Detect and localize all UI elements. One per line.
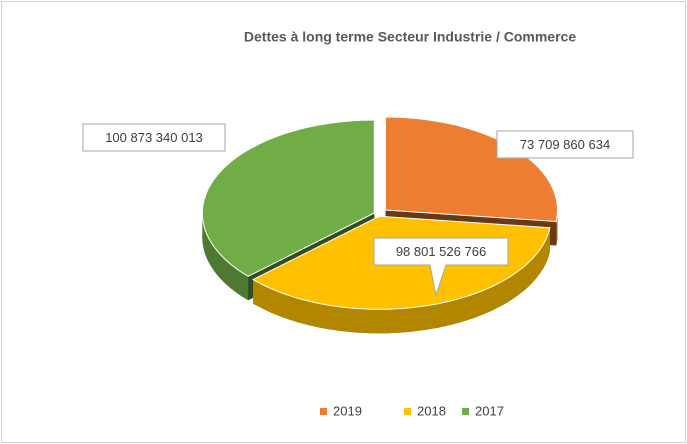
slice-side <box>202 213 249 301</box>
legend-label: 2019 <box>333 403 362 418</box>
data-label-box <box>373 237 509 297</box>
data-label: 100 873 340 013 <box>105 130 203 145</box>
legend-label: 2017 <box>475 403 504 418</box>
data-label: 98 801 526 766 <box>396 244 486 259</box>
data-label-box <box>82 123 226 152</box>
slice-side <box>253 227 550 334</box>
legend-label: 2018 <box>417 403 446 418</box>
legend-swatch <box>462 408 469 415</box>
data-label-box <box>496 130 634 159</box>
data-label: 73 709 860 634 <box>520 137 610 152</box>
legend-swatch <box>404 408 411 415</box>
chart-title: Dettes à long terme Secteur Industrie / … <box>244 29 576 45</box>
legend-swatch <box>320 408 327 415</box>
slice <box>201 119 375 277</box>
